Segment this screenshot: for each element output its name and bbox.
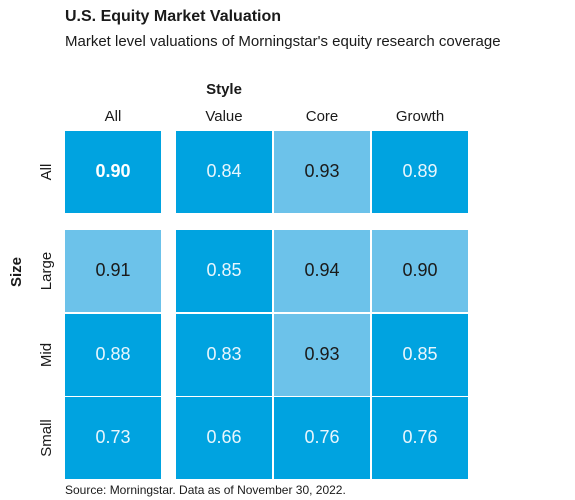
heatmap-cell bbox=[176, 397, 272, 479]
x-axis-label: Style bbox=[206, 81, 242, 98]
row-label: Large bbox=[38, 252, 55, 290]
heatmap-cell bbox=[372, 314, 468, 396]
cell-value: 0.94 bbox=[304, 260, 339, 280]
row-label: All bbox=[38, 164, 55, 181]
column-label: All bbox=[105, 108, 122, 125]
heatmap-cell bbox=[176, 131, 272, 213]
chart-title: U.S. Equity Market Valuation bbox=[65, 8, 281, 25]
heatmap-cell bbox=[65, 397, 161, 479]
heatmap-cell bbox=[372, 397, 468, 479]
heatmap-cell bbox=[274, 131, 370, 213]
heatmap-cell bbox=[65, 314, 161, 396]
heatmap-cell bbox=[274, 314, 370, 396]
column-label: Core bbox=[306, 108, 339, 125]
cell-value: 0.85 bbox=[206, 260, 241, 280]
heatmap-cell bbox=[176, 314, 272, 396]
column-label: Growth bbox=[396, 108, 444, 125]
y-axis-label: Size bbox=[8, 257, 25, 287]
cell-value: 0.85 bbox=[402, 344, 437, 364]
source-note: Source: Morningstar. Data as of November… bbox=[65, 483, 346, 497]
heatmap-cell bbox=[372, 131, 468, 213]
heatmap-cell bbox=[372, 230, 468, 312]
heatmap-cell bbox=[274, 397, 370, 479]
cell-value: 0.66 bbox=[206, 427, 241, 447]
cell-value: 0.73 bbox=[95, 427, 130, 447]
row-label: Small bbox=[38, 419, 55, 457]
cell-value: 0.76 bbox=[402, 427, 437, 447]
cell-value: 0.83 bbox=[206, 344, 241, 364]
cell-value: 0.88 bbox=[95, 344, 130, 364]
cell-value: 0.89 bbox=[402, 161, 437, 181]
heatmap-cell bbox=[176, 230, 272, 312]
cell-value: 0.84 bbox=[206, 161, 241, 181]
cell-value: 0.93 bbox=[304, 161, 339, 181]
cell-value: 0.93 bbox=[304, 344, 339, 364]
heatmap-cell bbox=[65, 230, 161, 312]
heatmap-cell bbox=[274, 230, 370, 312]
cell-value: 0.76 bbox=[304, 427, 339, 447]
cell-value: 0.91 bbox=[95, 260, 130, 280]
row-label: Mid bbox=[38, 343, 55, 367]
heatmap-cell bbox=[65, 131, 161, 213]
chart-subtitle: Market level valuations of Morningstar's… bbox=[65, 33, 501, 50]
cell-value: 0.90 bbox=[402, 260, 437, 280]
cell-value: 0.90 bbox=[95, 161, 130, 181]
column-label: Value bbox=[205, 108, 242, 125]
